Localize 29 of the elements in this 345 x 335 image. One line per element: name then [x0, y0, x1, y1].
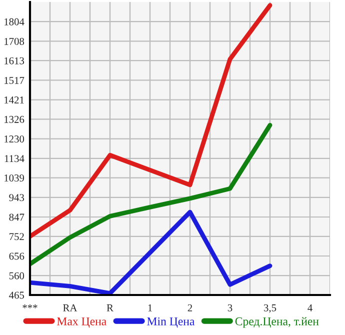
- y-tick-label: 1804: [4, 18, 24, 26]
- y-tick-label: 656: [9, 252, 24, 260]
- x-tick-label: 3: [228, 304, 232, 312]
- legend-label: Min Цена: [147, 317, 195, 328]
- y-tick-label: 943: [9, 194, 24, 202]
- legend-label: Max Цена: [57, 317, 106, 328]
- y-tick-label: 752: [10, 233, 24, 240]
- line-series: [30, 210, 272, 295]
- y-tick-label: 1326: [4, 116, 24, 123]
- y-tick-label: 1517: [4, 76, 24, 84]
- y-tick-label: 1613: [4, 57, 24, 64]
- x-tick-label: ***: [22, 304, 38, 308]
- x-tick-label: 4: [308, 304, 312, 312]
- x-tick-label: 1: [148, 304, 152, 312]
- x-tick-label: R: [106, 304, 114, 312]
- y-tick-label: 1039: [4, 174, 24, 182]
- x-tick-label: RA: [63, 304, 78, 312]
- y-tick-label: 1134: [4, 155, 24, 162]
- line-series: [30, 122, 272, 266]
- y-tick-label: 465: [9, 292, 24, 299]
- line-series: [30, 3, 272, 239]
- y-tick-label: 1421: [4, 96, 24, 104]
- x-tick-label: 2: [188, 304, 192, 312]
- legend-label: Сред.Цена, т.йен: [235, 317, 319, 328]
- y-tick-label: 847: [9, 214, 24, 221]
- y-tick-label: 560: [9, 272, 24, 280]
- x-tick-label: 3,5: [264, 304, 276, 313]
- y-tick-label: 1230: [4, 135, 24, 143]
- y-tick-label: 1708: [4, 38, 24, 45]
